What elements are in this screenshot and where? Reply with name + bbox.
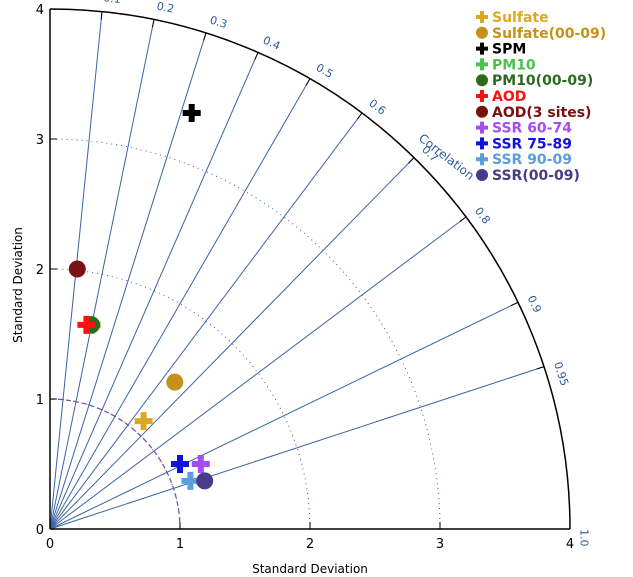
correlation-ray-9 [49, 301, 519, 530]
legend-marker-6 [476, 105, 488, 118]
correlation-ray-10 [49, 366, 545, 530]
marker-0 [134, 412, 153, 431]
reference-std-arc [49, 398, 181, 530]
legend-label-3: PM10 [492, 57, 536, 73]
y-tick-label-3: 3 [36, 133, 44, 148]
grid-layer [49, 11, 545, 530]
y-tick-label-4: 4 [36, 3, 44, 18]
legend-label-7: SSR 60-74 [492, 121, 572, 137]
correlation-tick-label-3: 0.3 [208, 13, 229, 31]
std-circle-2 [49, 268, 311, 530]
legend-label-0: Sulfate [492, 10, 549, 26]
correlation-tick-6 [356, 112, 363, 120]
legend-label-4: PM10(00-09) [492, 73, 593, 89]
legend-marker-8 [476, 137, 488, 150]
correlation-tick-4 [254, 52, 259, 60]
legend-label-5: AOD [492, 89, 526, 105]
std-circle-3 [49, 138, 441, 530]
legend-label-2: SPM [492, 42, 526, 58]
legend-marker-5 [476, 90, 488, 102]
correlation-ray-5 [49, 78, 311, 530]
marker-6 [68, 260, 86, 278]
x-tick-label-4: 4 [566, 537, 574, 552]
correlation-tick-3 [203, 32, 207, 41]
marker-5 [77, 315, 96, 334]
legend-label-8: SSR 75-89 [492, 136, 572, 152]
marker-2 [182, 104, 201, 122]
correlation-tick-label-9: 0.9 [525, 293, 544, 314]
correlation-ray-4 [49, 52, 259, 530]
legend: SulfateSulfate(00-09)SPMPM10PM10(00-09)A… [476, 10, 606, 184]
marker-10 [196, 472, 214, 490]
x-tick-label-3: 3 [436, 537, 444, 552]
correlation-tick-8 [459, 216, 467, 223]
correlation-ray-3 [49, 32, 207, 530]
y-tick-label-2: 2 [36, 263, 44, 278]
correlation-tick-5 [305, 78, 311, 86]
correlation-tick-7 [408, 157, 415, 164]
correlation-tick-label-4: 0.4 [261, 34, 282, 53]
correlation-tick-label-10: 0.95 [551, 360, 571, 387]
marker-9 [181, 471, 200, 490]
correlation-tick-2 [151, 19, 155, 28]
x-tick-label-0: 0 [46, 537, 54, 552]
outer-arc [49, 8, 571, 530]
correlation-ray-8 [49, 216, 467, 530]
correlation-tick-label-1: 0.1 [103, 0, 122, 6]
correlation-tick-1 [100, 11, 103, 20]
y-tick-label-0: 0 [36, 523, 44, 538]
correlation-tick-label-8: 0.8 [472, 205, 493, 227]
legend-marker-4 [476, 74, 488, 87]
y-tick-label-1: 1 [36, 393, 44, 408]
legend-label-9: SSR 90-09 [492, 152, 572, 168]
legend-label-6: AOD(3 sites) [492, 105, 591, 121]
correlation-tick-9 [510, 301, 519, 307]
legend-marker-0 [476, 11, 488, 23]
correlation-tick-label-2: 0.2 [155, 0, 175, 16]
x-tick-label-1: 1 [176, 537, 184, 552]
correlation-tick-label-5: 0.5 [314, 61, 336, 81]
correlation-tick-label-11: 1.0 [577, 529, 590, 547]
correlation-tick-label-0: 0.0 [50, 0, 68, 2]
legend-marker-10 [476, 169, 488, 181]
marker-layer [68, 104, 214, 490]
legend-label-1: Sulfate(00-09) [492, 26, 606, 42]
correlation-ray-7 [49, 157, 415, 530]
legend-marker-1 [476, 26, 488, 39]
y-axis-label: Standard Deviation [11, 227, 25, 343]
correlation-tick-label-6: 0.6 [366, 97, 388, 118]
legend-marker-3 [476, 58, 488, 71]
correlation-tick-10 [536, 366, 545, 370]
x-axis-label: Standard Deviation [252, 562, 368, 576]
legend-marker-7 [476, 121, 488, 134]
legend-marker-9 [476, 153, 488, 166]
marker-7 [191, 455, 210, 473]
legend-marker-2 [476, 42, 488, 55]
marker-1 [166, 373, 184, 391]
marker-8 [171, 455, 189, 473]
legend-label-10: SSR(00-09) [492, 168, 580, 184]
x-tick-label-2: 2 [306, 537, 314, 552]
